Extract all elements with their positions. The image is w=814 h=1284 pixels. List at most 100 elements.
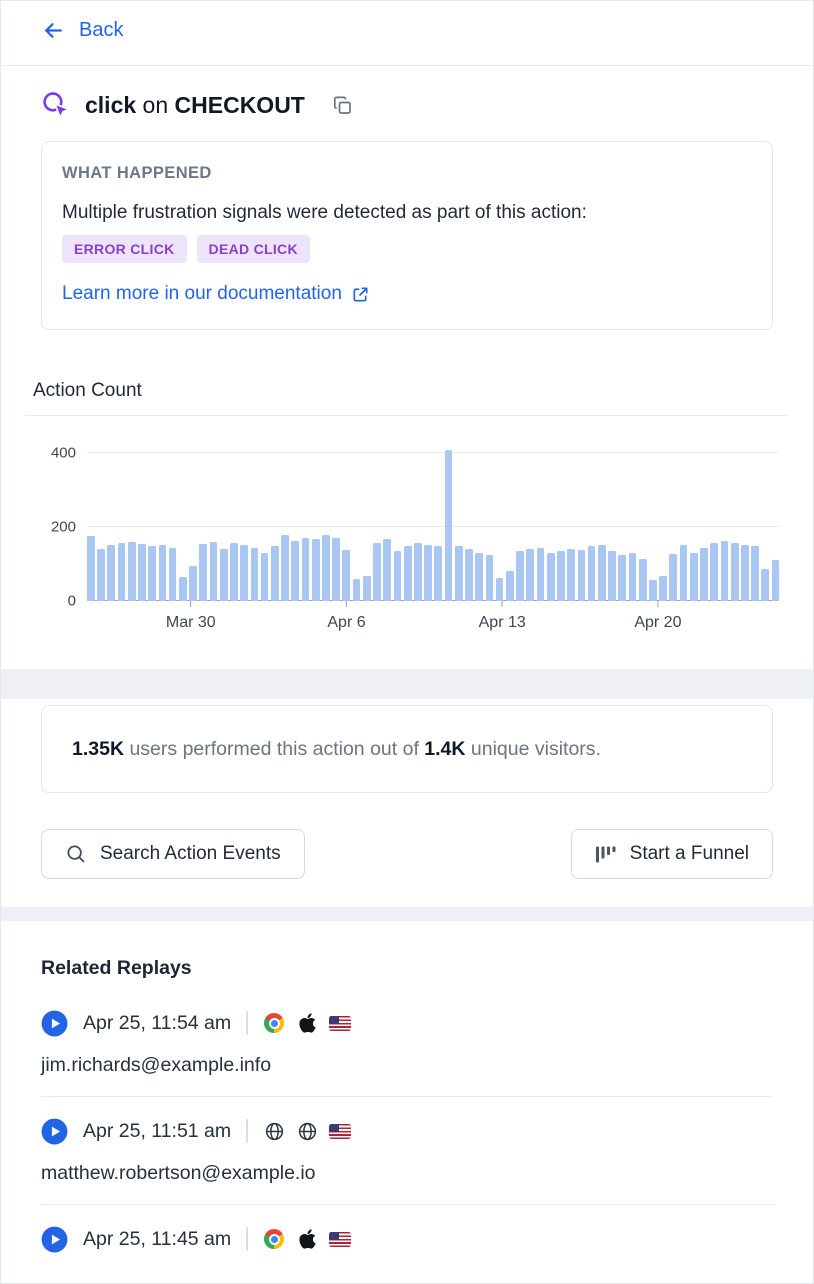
chart-bar xyxy=(352,578,361,601)
y-tick-label: 200 xyxy=(50,518,76,536)
back-arrow-icon xyxy=(41,18,66,43)
globe-icon xyxy=(296,1120,318,1142)
chart-bar xyxy=(434,546,443,601)
search-action-events-button[interactable]: Search Action Events xyxy=(41,829,305,879)
chart-bar xyxy=(219,549,228,601)
replay-play-icon[interactable] xyxy=(41,1226,68,1253)
replay-item: Apr 25, 11:45 am xyxy=(41,1205,773,1271)
chart-bar xyxy=(761,568,770,601)
x-tick: Mar 30 xyxy=(166,601,216,632)
summary-section: 1.35K users performed this action out of… xyxy=(1,699,813,907)
chart-bar xyxy=(577,550,586,601)
replay-play-icon[interactable] xyxy=(41,1010,68,1037)
chart-bar xyxy=(189,565,197,601)
section-gap xyxy=(1,669,813,699)
chart-bar xyxy=(373,542,381,601)
chart-bar xyxy=(209,541,218,601)
us-flag-icon xyxy=(329,1012,352,1034)
chart-bar xyxy=(505,571,514,601)
replay-item: Apr 25, 11:51 am matthew.robertson@exampl… xyxy=(41,1097,773,1205)
chart-bar xyxy=(230,542,238,601)
gridline xyxy=(87,600,779,601)
section-gap xyxy=(1,907,813,921)
action-type-text: click xyxy=(85,92,137,118)
chart-bar xyxy=(311,539,320,601)
title-row: click on CHECKOUT xyxy=(1,66,813,121)
chart-bar xyxy=(260,553,269,601)
users-count: 1.35K xyxy=(72,738,125,760)
chart-bar xyxy=(270,546,279,601)
back-button[interactable]: Back xyxy=(41,18,123,43)
chart-bar xyxy=(771,559,780,601)
back-bar: Back xyxy=(1,1,813,66)
chrome-icon xyxy=(263,1012,285,1034)
replay-head: Apr 25, 11:45 am xyxy=(41,1225,773,1253)
chart-bar xyxy=(393,551,402,601)
chart-bar xyxy=(148,546,157,601)
replay-timestamp: Apr 25, 11:45 am xyxy=(83,1227,232,1250)
summary-card: 1.35K users performed this action out of… xyxy=(41,705,773,793)
y-tick-label: 400 xyxy=(50,444,76,462)
replay-timestamp: Apr 25, 11:54 am xyxy=(83,1011,232,1034)
replay-user-email: jim.richards@example.info xyxy=(41,1054,272,1076)
chart-bar xyxy=(526,549,535,601)
chart-bar xyxy=(424,544,432,601)
chart-bar xyxy=(669,553,678,601)
action-buttons-row: Search Action Events Start a Funnel xyxy=(41,829,773,879)
chart-bar xyxy=(291,540,300,601)
start-funnel-button[interactable]: Start a Funnel xyxy=(570,829,773,879)
documentation-link[interactable]: Learn more in our documentation xyxy=(62,283,370,305)
replay-item: Apr 25, 11:54 am jim.richards@example.inf… xyxy=(41,989,773,1097)
chart-bar xyxy=(138,543,146,601)
chart-bars xyxy=(87,446,780,601)
chart-bar xyxy=(485,554,494,601)
x-tick: Apr 20 xyxy=(634,601,681,632)
chart-plot: 0 200 400 xyxy=(51,445,780,610)
chart-bar xyxy=(117,542,126,601)
chart-bar xyxy=(199,543,208,601)
chart-bar xyxy=(741,544,749,601)
chart-bar xyxy=(454,545,463,601)
globe-icon xyxy=(263,1120,285,1142)
related-replays-section: Related Replays Apr 25, 11:54 am jim.rich… xyxy=(1,921,813,1283)
documentation-link-label: Learn more in our documentation xyxy=(62,283,342,304)
chart-bar xyxy=(414,542,422,601)
chart-bar xyxy=(322,535,330,601)
chart-bar xyxy=(536,548,545,601)
replay-user-email: matthew.robertson@example.io xyxy=(41,1162,316,1184)
vertical-divider xyxy=(246,1011,249,1035)
copy-button[interactable] xyxy=(330,93,355,118)
chart-bar xyxy=(383,539,392,601)
chart-bar xyxy=(250,547,259,601)
what-happened-card: WHAT HAPPENED Multiple frustration signa… xyxy=(41,141,773,330)
what-happened-title: WHAT HAPPENED xyxy=(62,164,212,182)
search-button-label: Search Action Events xyxy=(100,843,281,864)
visitors-count: 1.4K xyxy=(424,738,466,760)
chart-bar xyxy=(751,546,759,601)
replay-play-icon[interactable] xyxy=(41,1118,68,1145)
chart-bar xyxy=(618,554,627,601)
replay-list: Apr 25, 11:54 am jim.richards@example.inf… xyxy=(41,989,773,1271)
chart-bar xyxy=(608,551,616,601)
replay-meta-icons xyxy=(263,1228,352,1250)
chart-bar xyxy=(720,540,729,601)
chart-bar xyxy=(444,449,453,601)
replay-meta-icons xyxy=(263,1120,352,1142)
chart-bar xyxy=(649,579,657,601)
x-tick: Apr 6 xyxy=(327,601,366,632)
chart-bar xyxy=(546,553,555,601)
divider xyxy=(25,415,789,416)
chart-bar xyxy=(679,544,688,601)
gridline xyxy=(87,452,779,454)
chart-bar xyxy=(168,548,177,601)
chart-bar xyxy=(127,541,136,601)
summary-middle-text: users performed this action out of xyxy=(124,738,425,760)
replay-timestamp: Apr 25, 11:51 am xyxy=(83,1119,232,1142)
chart-bar xyxy=(97,549,105,601)
chart-bar xyxy=(557,551,565,601)
action-count-chart: 0 200 400 Mar 30 Apr 6 Apr 13 Apr 20 xyxy=(25,445,789,649)
back-label: Back xyxy=(79,19,124,41)
y-tick-label: 0 xyxy=(67,592,76,610)
chart-title: Action Count xyxy=(33,380,142,401)
chart-bar xyxy=(301,537,310,601)
